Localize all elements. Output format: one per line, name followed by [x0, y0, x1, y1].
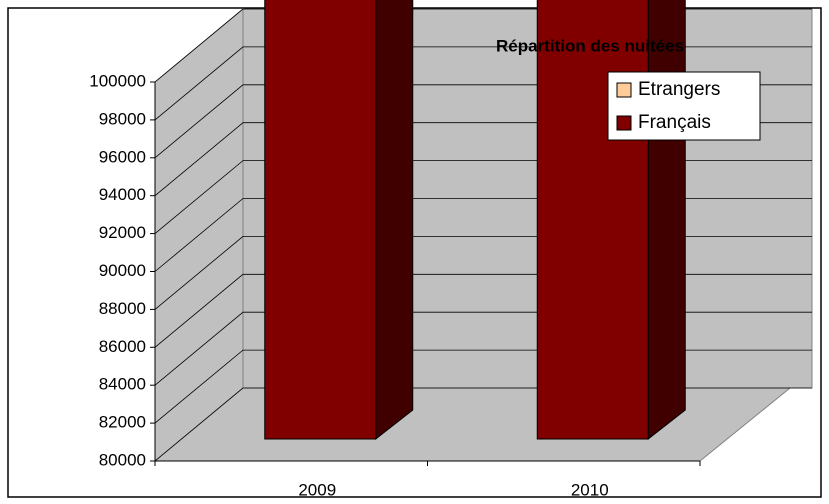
- bar-side: [647, 0, 686, 441]
- bar: [536, 0, 649, 440]
- y-tick-label: 94000: [99, 185, 146, 204]
- bar: [264, 0, 377, 440]
- y-tick-label: 80000: [99, 450, 146, 469]
- y-tick-label: 98000: [99, 109, 146, 128]
- x-tick-label: 2010: [571, 480, 609, 499]
- y-tick-label: 86000: [99, 337, 146, 356]
- legend-swatch: [616, 115, 632, 131]
- y-tick-label: 96000: [99, 147, 146, 166]
- y-tick-label: 84000: [99, 375, 146, 394]
- legend-swatch: [616, 82, 632, 98]
- y-tick-label: 90000: [99, 261, 146, 280]
- chart-title: Répartition des nuitées: [496, 36, 684, 55]
- y-tick-label: 88000: [99, 299, 146, 318]
- legend-box: [607, 71, 761, 141]
- legend-label: Etrangers: [638, 79, 720, 100]
- y-tick-label: 82000: [99, 413, 146, 432]
- x-tick-label: 2009: [298, 480, 336, 499]
- y-tick-label: 100000: [89, 71, 146, 90]
- bar-side: [375, 0, 414, 441]
- legend-label: Français: [638, 112, 711, 133]
- floor: [153, 387, 792, 462]
- y-tick-label: 92000: [99, 223, 146, 242]
